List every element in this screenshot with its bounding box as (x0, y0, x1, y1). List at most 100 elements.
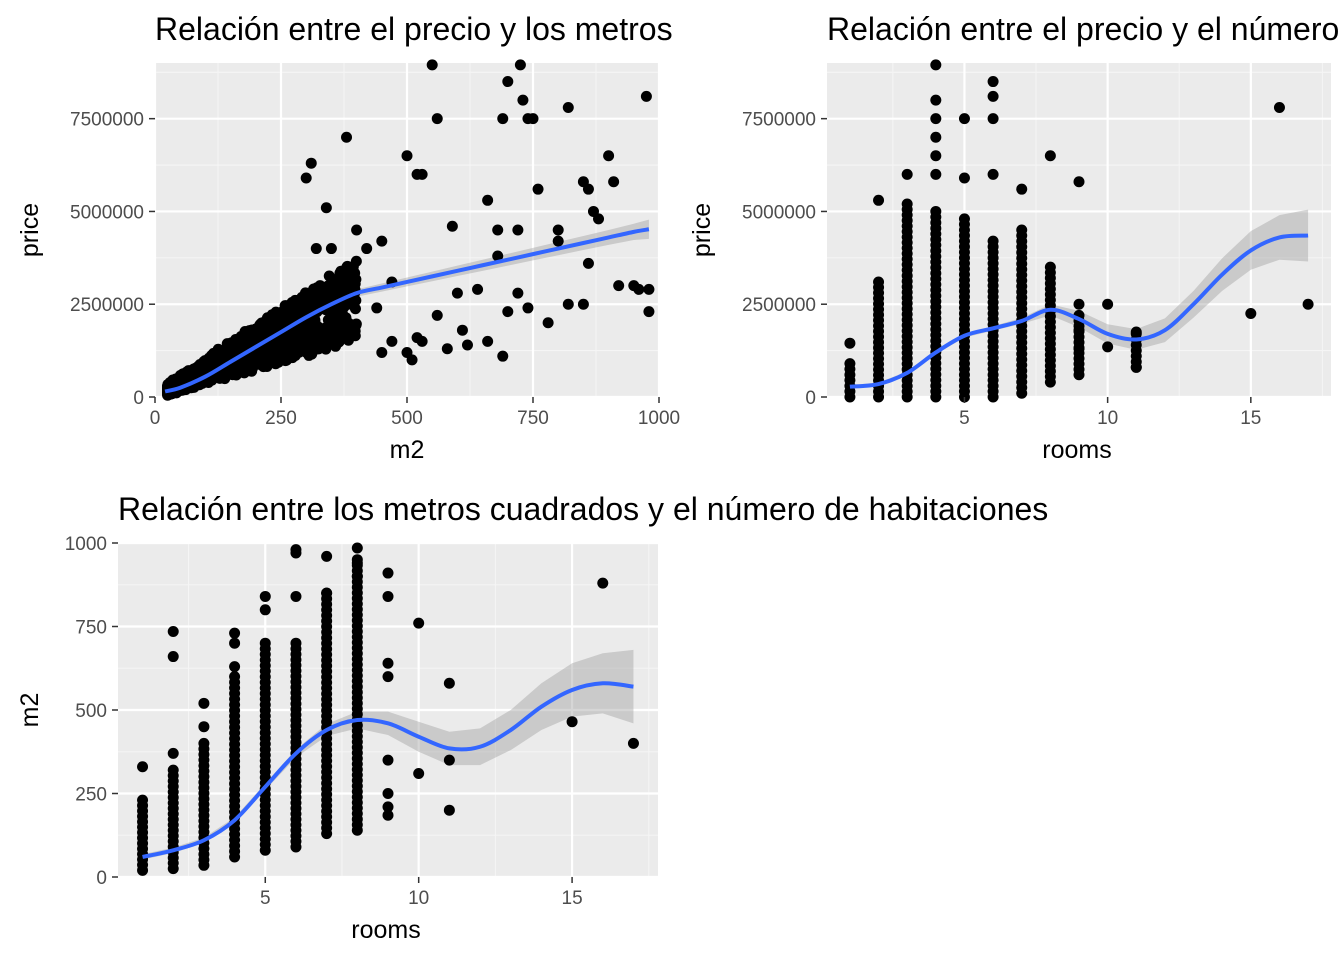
smooth-line (142, 681, 634, 859)
data-point (167, 626, 179, 638)
y-tick-label: 0 (96, 868, 107, 889)
y-tick-label: 2500000 (742, 295, 816, 316)
x-ticks: 5 10 15 (260, 877, 583, 909)
data-point (456, 324, 468, 336)
data-point (582, 257, 594, 269)
y-ticks: 0 2500000 5000000 7500000 (70, 110, 155, 409)
data-point (275, 347, 287, 359)
data-point (566, 716, 578, 728)
data-point (492, 250, 504, 262)
data-points (137, 542, 639, 876)
data-point (930, 131, 942, 143)
data-point (259, 637, 271, 649)
data-point (901, 198, 913, 210)
y-tick-label: 5000000 (742, 202, 816, 223)
data-point (593, 213, 605, 225)
x-axis-title: m2 (390, 436, 425, 464)
chart-title: Relación entre el precio y el número de … (827, 11, 1344, 47)
data-point (497, 350, 509, 362)
data-point (527, 113, 539, 125)
data-point (522, 302, 534, 314)
data-point (382, 657, 394, 669)
data-point (382, 671, 394, 683)
data-point (1102, 298, 1114, 310)
data-point (215, 354, 227, 366)
confidence-band-area (165, 219, 649, 394)
y-ticks: 0 2500000 5000000 7500000 (742, 110, 827, 409)
data-point (300, 172, 312, 184)
data-point (229, 627, 241, 639)
data-point (930, 113, 942, 125)
data-point (627, 737, 639, 749)
data-point (443, 754, 455, 766)
data-point (930, 168, 942, 180)
data-point (443, 804, 455, 816)
confidence-band-area (849, 209, 1309, 389)
data-point (482, 335, 494, 347)
data-point (198, 721, 210, 733)
smooth-curve (164, 227, 650, 394)
data-point (517, 94, 529, 106)
confidence-band-area (142, 649, 634, 860)
data-point (361, 243, 373, 255)
data-point (386, 335, 398, 347)
y-ticks: 0 250 500 750 1000 (65, 534, 118, 889)
data-point (873, 276, 885, 288)
data-point (512, 287, 524, 299)
data-point (582, 183, 594, 195)
data-point (482, 194, 494, 206)
y-tick-label: 7500000 (70, 110, 144, 131)
x-tick-label: 500 (391, 408, 423, 429)
data-point (987, 235, 999, 247)
data-point (562, 102, 574, 114)
data-point (1073, 176, 1085, 188)
y-tick-label: 0 (805, 388, 816, 409)
data-point (246, 363, 258, 375)
data-point (514, 59, 526, 71)
x-tick-label: 0 (150, 408, 161, 429)
data-point (1102, 341, 1114, 353)
data-point (305, 297, 317, 309)
data-point (958, 213, 970, 225)
data-point (502, 306, 514, 318)
smooth-line (164, 227, 650, 394)
data-point (406, 354, 418, 366)
data-point (873, 194, 885, 206)
data-point (930, 205, 942, 217)
x-tick-label: 1000 (638, 408, 680, 429)
data-point (640, 90, 652, 102)
data-point (562, 298, 574, 310)
data-point (542, 317, 554, 329)
data-point (382, 567, 394, 579)
data-point (327, 329, 339, 341)
data-point (310, 243, 322, 255)
data-point (259, 604, 271, 616)
y-tick-label: 500 (75, 701, 107, 722)
data-point (137, 761, 149, 773)
smooth-curve (142, 681, 634, 859)
data-point (382, 590, 394, 602)
data-point (416, 168, 428, 180)
data-point (305, 341, 317, 353)
data-points (844, 59, 1314, 403)
data-point (930, 150, 942, 162)
data-point (1016, 183, 1028, 195)
data-point (608, 176, 620, 188)
data-point (318, 338, 330, 350)
data-point (376, 235, 388, 247)
data-point (336, 307, 348, 319)
data-point (346, 324, 358, 336)
data-point (446, 220, 458, 232)
data-point (552, 235, 564, 247)
x-axis-title: rooms (351, 916, 420, 944)
x-ticks: 0 250 500 750 1000 (150, 397, 680, 429)
x-axis-title: rooms (1042, 436, 1111, 464)
data-point (334, 273, 346, 285)
data-point (401, 150, 413, 162)
data-point (958, 172, 970, 184)
data-point (643, 306, 655, 318)
data-point (343, 278, 355, 290)
data-point (1073, 298, 1085, 310)
data-point (183, 366, 195, 378)
